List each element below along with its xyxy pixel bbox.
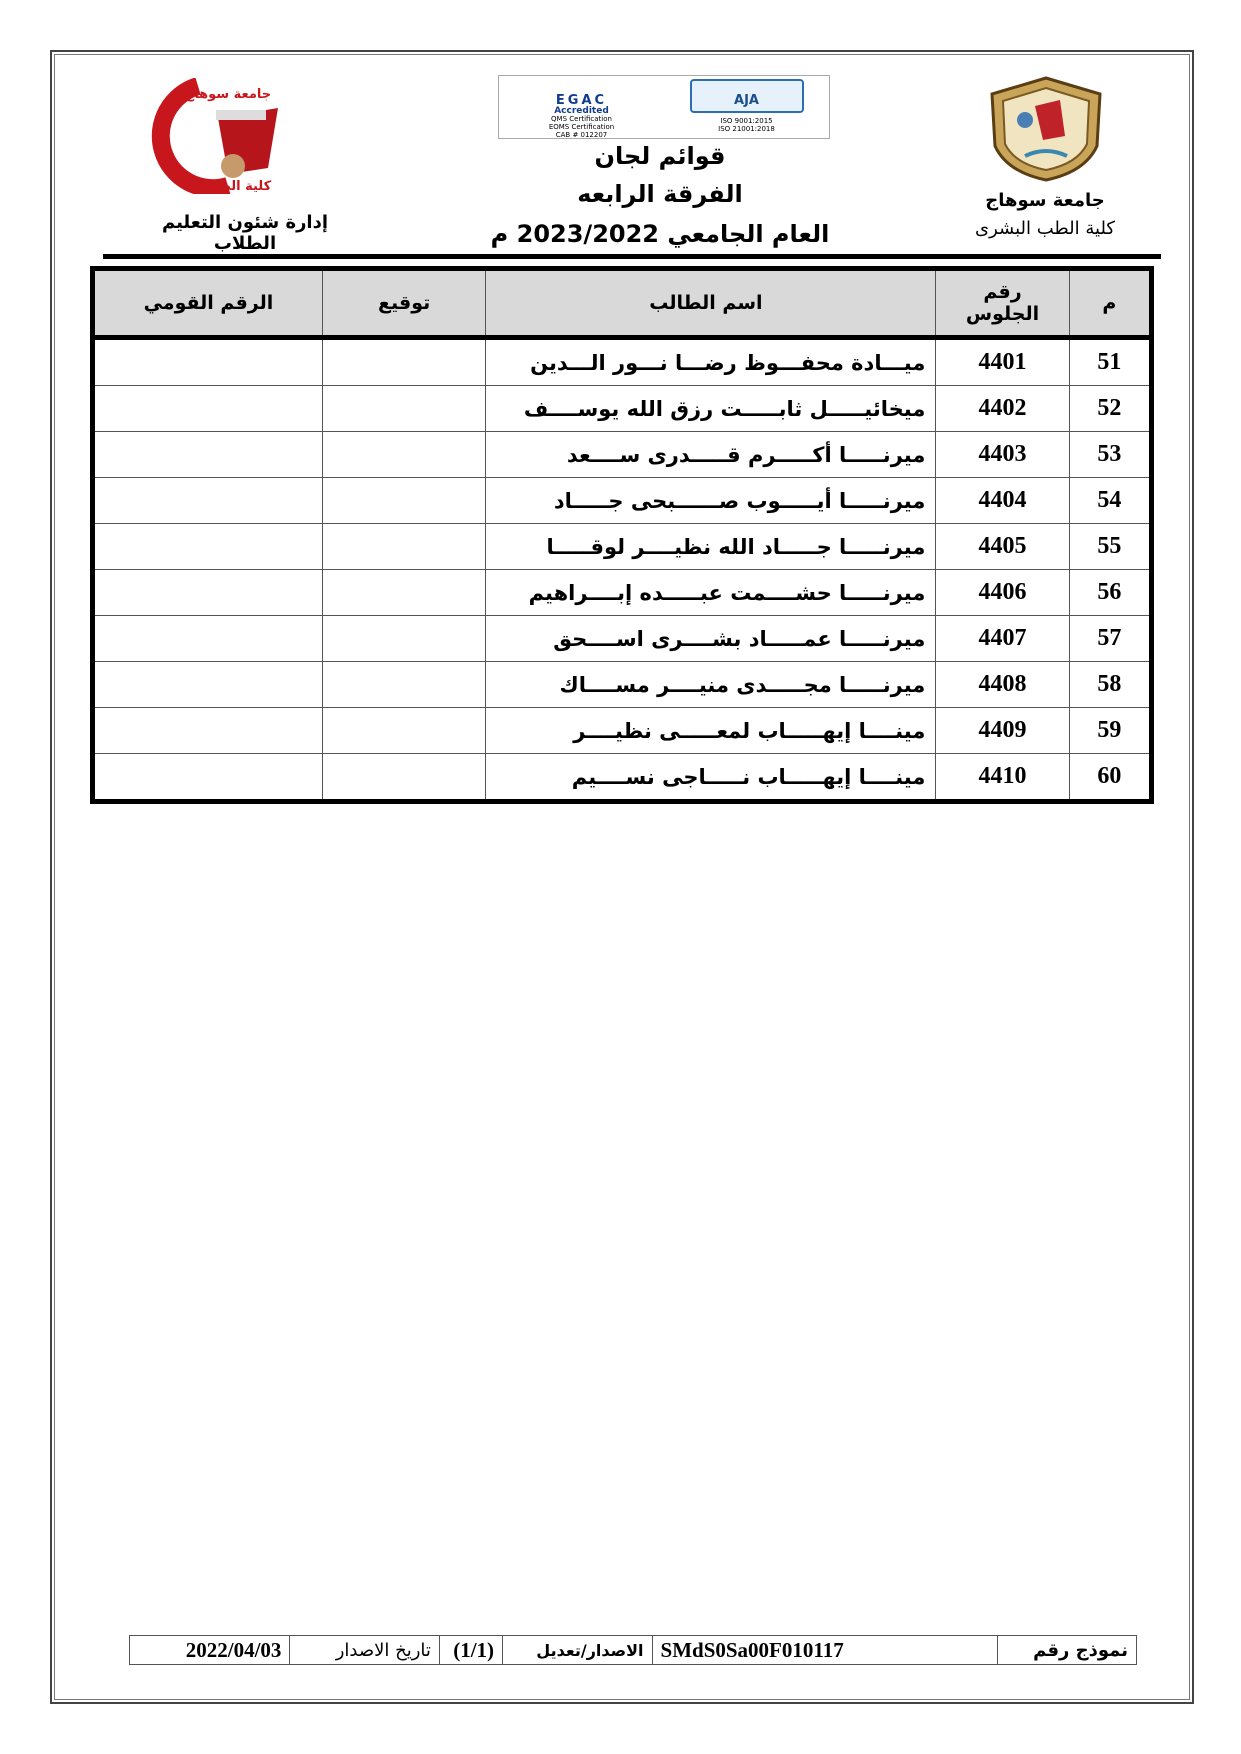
national-id-cell[interactable]	[92, 385, 323, 432]
seat-number: 4405	[935, 523, 1070, 570]
row-index: 58	[1068, 661, 1153, 708]
row-index: 56	[1068, 569, 1153, 616]
aja-logo: AJA ISO 9001:2015 ISO 21001:2018	[664, 76, 829, 138]
egac-logo: EGAC Accredited QMS Certification EOMS C…	[548, 93, 615, 139]
seat-number: 4410	[935, 753, 1070, 802]
table-row: 57 4407 ميرنـــــا عمـــــاد بشــــرى اســ…	[92, 615, 1153, 662]
table-row: 56 4406 ميرنـــــا حشــــمت عبـــــده إبــ…	[92, 569, 1153, 616]
seat-number: 4409	[935, 707, 1070, 754]
row-index: 60	[1068, 753, 1153, 802]
title-academic-year: العام الجامعي 2023/2022 م	[490, 220, 830, 248]
row-index: 54	[1068, 477, 1153, 524]
seat-number: 4404	[935, 477, 1070, 524]
national-id-cell[interactable]	[92, 477, 323, 524]
national-id-cell[interactable]	[92, 431, 323, 478]
row-index: 51	[1068, 337, 1153, 386]
student-name: ميرنـــــا جـــــاد الله نظيــــر لوقـــ…	[485, 523, 937, 570]
national-id-cell[interactable]	[92, 523, 323, 570]
table-row: 58 4408 ميرنـــــا مجـــــدى منيــــر مســ…	[92, 661, 1153, 708]
seat-number: 4403	[935, 431, 1070, 478]
table-row: 59 4409 مينــــا إيهـــــاب لمعـــــى نظيـ…	[92, 707, 1153, 754]
student-name: ميرنـــــا حشــــمت عبـــــده إبــــراهي…	[485, 569, 937, 616]
svg-text:كلية الطب: كلية الطب	[205, 179, 272, 194]
version-value: (1/1)	[438, 1635, 504, 1665]
student-name: مينــــا إيهـــــاب لمعـــــى نظيــــر	[485, 707, 937, 754]
national-id-cell[interactable]	[92, 615, 323, 662]
national-id-cell[interactable]	[92, 707, 323, 754]
row-index: 53	[1068, 431, 1153, 478]
issue-date-label: تاريخ الاصدار	[289, 1635, 440, 1665]
student-name: ميرنـــــا مجـــــدى منيــــر مســــاك	[485, 661, 937, 708]
student-name: ميخائيـــــل ثابـــــت رزق الله يوســــف	[485, 385, 937, 432]
header-divider	[103, 254, 1161, 259]
student-name: ميرنـــــا أكـــــرم قـــــدرى ســــعد	[485, 431, 937, 478]
student-name: ميـــادة محفـــوظ رضـــا نـــور الـــدين	[485, 337, 937, 386]
signature-cell[interactable]	[321, 707, 487, 754]
signature-cell[interactable]	[321, 523, 487, 570]
national-id-cell[interactable]	[92, 753, 323, 802]
table-row: 55 4405 ميرنـــــا جـــــاد الله نظيــــر …	[92, 523, 1153, 570]
committee-list-table: م رقم الجلوس اسم الطالب توقيع الرقم القو…	[90, 266, 1154, 804]
university-name: جامعة سوهاج	[985, 190, 1105, 211]
signature-cell[interactable]	[321, 753, 487, 802]
form-number-label: نموذج رقم	[997, 1635, 1137, 1665]
faculty-name: كلية الطب البشرى	[975, 218, 1115, 239]
row-index: 57	[1068, 615, 1153, 662]
seat-number: 4407	[935, 615, 1070, 662]
table-row: 52 4402 ميخائيـــــل ثابـــــت رزق الله يو…	[92, 385, 1153, 432]
svg-text:جامعة سوهاج: جامعة سوهاج	[185, 87, 271, 102]
signature-cell[interactable]	[321, 431, 487, 478]
form-footer: نموذج رقم SMdS0Sa00F010117 الاصدار/تعديل…	[128, 1635, 1137, 1665]
signature-cell[interactable]	[321, 385, 487, 432]
form-number-value: SMdS0Sa00F010117	[651, 1635, 999, 1665]
col-header-signature: توقيع	[321, 268, 487, 340]
col-header-seat-number: رقم الجلوس	[935, 268, 1070, 340]
seat-number: 4408	[935, 661, 1070, 708]
table-header-row: م رقم الجلوس اسم الطالب توقيع الرقم القو…	[92, 268, 1153, 340]
table-row: 51 4401 ميـــادة محفـــوظ رضـــا نـــور ال…	[92, 337, 1153, 386]
signature-cell[interactable]	[321, 569, 487, 616]
national-id-cell[interactable]	[92, 661, 323, 708]
faculty-of-medicine-logo: جامعة سوهاج كلية الطب	[151, 78, 278, 194]
seat-number: 4406	[935, 569, 1070, 616]
row-index: 52	[1068, 385, 1153, 432]
student-affairs-dept: إدارة شئون التعليم الطلاب	[161, 212, 329, 254]
seat-number: 4402	[935, 385, 1070, 432]
signature-cell[interactable]	[321, 615, 487, 662]
student-name: ميرنـــــا أيـــــوب صــــــبحى جـــــاد	[485, 477, 937, 524]
national-id-cell[interactable]	[92, 337, 323, 386]
col-header-national-id: الرقم القومي	[92, 268, 323, 340]
row-index: 55	[1068, 523, 1153, 570]
title-committees: قوائم لجان	[594, 142, 726, 170]
table-row: 54 4404 ميرنـــــا أيـــــوب صــــــبحى جـ…	[92, 477, 1153, 524]
signature-cell[interactable]	[321, 661, 487, 708]
col-header-student-name: اسم الطالب	[485, 268, 937, 340]
page-border	[50, 50, 1194, 1704]
version-label: الاصدار/تعديل	[502, 1635, 653, 1665]
seat-number: 4401	[935, 337, 1070, 386]
signature-cell[interactable]	[321, 337, 487, 386]
col-header-index: م	[1068, 268, 1153, 340]
certification-logos: EGAC Accredited QMS Certification EOMS C…	[498, 75, 830, 139]
table-row: 53 4403 ميرنـــــا أكـــــرم قـــــدرى ســ…	[92, 431, 1153, 478]
signature-cell[interactable]	[321, 477, 487, 524]
student-name: ميرنـــــا عمـــــاد بشــــرى اســــحق	[485, 615, 937, 662]
student-name: مينــــا إيهـــــاب نـــــاجى نســــيم	[485, 753, 937, 802]
issue-date-value: 2022/04/03	[128, 1635, 291, 1665]
sohag-university-emblem	[990, 76, 1102, 182]
title-year-level: الفرقة الرابعه	[577, 180, 743, 208]
national-id-cell[interactable]	[92, 569, 323, 616]
table-row: 60 4410 مينــــا إيهـــــاب نـــــاجى نســ…	[92, 753, 1153, 802]
row-index: 59	[1068, 707, 1153, 754]
